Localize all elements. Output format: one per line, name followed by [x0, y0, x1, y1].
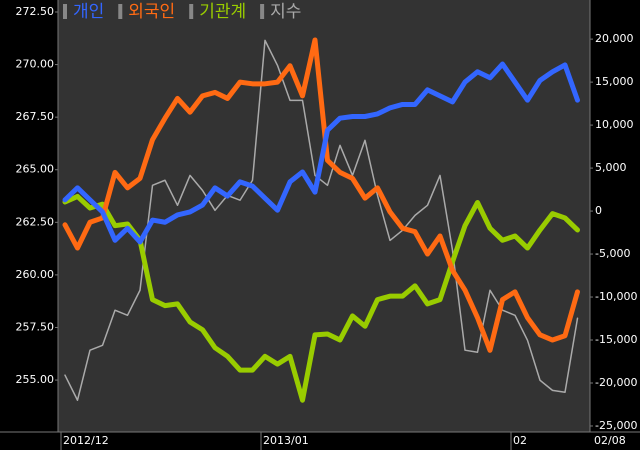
y-tick-label: 255.00 [16, 373, 55, 386]
legend-label: 외국인 [128, 2, 175, 22]
series-line [64, 39, 579, 401]
x-tick-label: 2012/12 [63, 434, 109, 447]
legend-marker [189, 4, 194, 19]
y2-tick-label: 5,000 [595, 161, 627, 174]
series-line [62, 193, 580, 403]
legend-label: 지수 [270, 2, 301, 22]
y2-tick-label: -10,000 [595, 290, 637, 303]
x-tick-label: 2013/01 [263, 434, 309, 447]
y-tick-label: 260.00 [16, 268, 55, 281]
legend-marker [260, 4, 265, 19]
legend: 개인 외국인 기관계 지수 [63, 2, 301, 22]
y2-tick-label: -5,000 [595, 247, 630, 260]
y-tick-label: 257.50 [16, 320, 55, 333]
plot-area [58, 0, 590, 432]
current-date: 02/08 [594, 434, 626, 447]
y-tick-label: 272.50 [16, 5, 55, 18]
series-line [62, 37, 580, 353]
y2-tick-label: -15,000 [595, 333, 637, 346]
legend-label: 기관계 [199, 2, 246, 22]
legend-marker [63, 4, 67, 19]
y-tick-label: 265.00 [16, 163, 55, 176]
y-tick-label: 270.00 [16, 58, 55, 71]
y-tick-label: 267.50 [16, 110, 55, 123]
y2-tick-label: 20,000 [595, 32, 634, 45]
legend-marker [118, 4, 123, 19]
y2-tick-label: 10,000 [595, 118, 634, 131]
x-tick-label: 02 [513, 434, 527, 447]
y-tick-label: 262.50 [16, 215, 55, 228]
y2-tick-label: 0 [595, 204, 602, 217]
y2-tick-label: -20,000 [595, 376, 637, 389]
legend-label: 개인 [73, 2, 104, 22]
y2-tick-label: -25,000 [595, 419, 637, 432]
y2-tick-label: 15,000 [595, 75, 634, 88]
series-line [62, 61, 580, 245]
